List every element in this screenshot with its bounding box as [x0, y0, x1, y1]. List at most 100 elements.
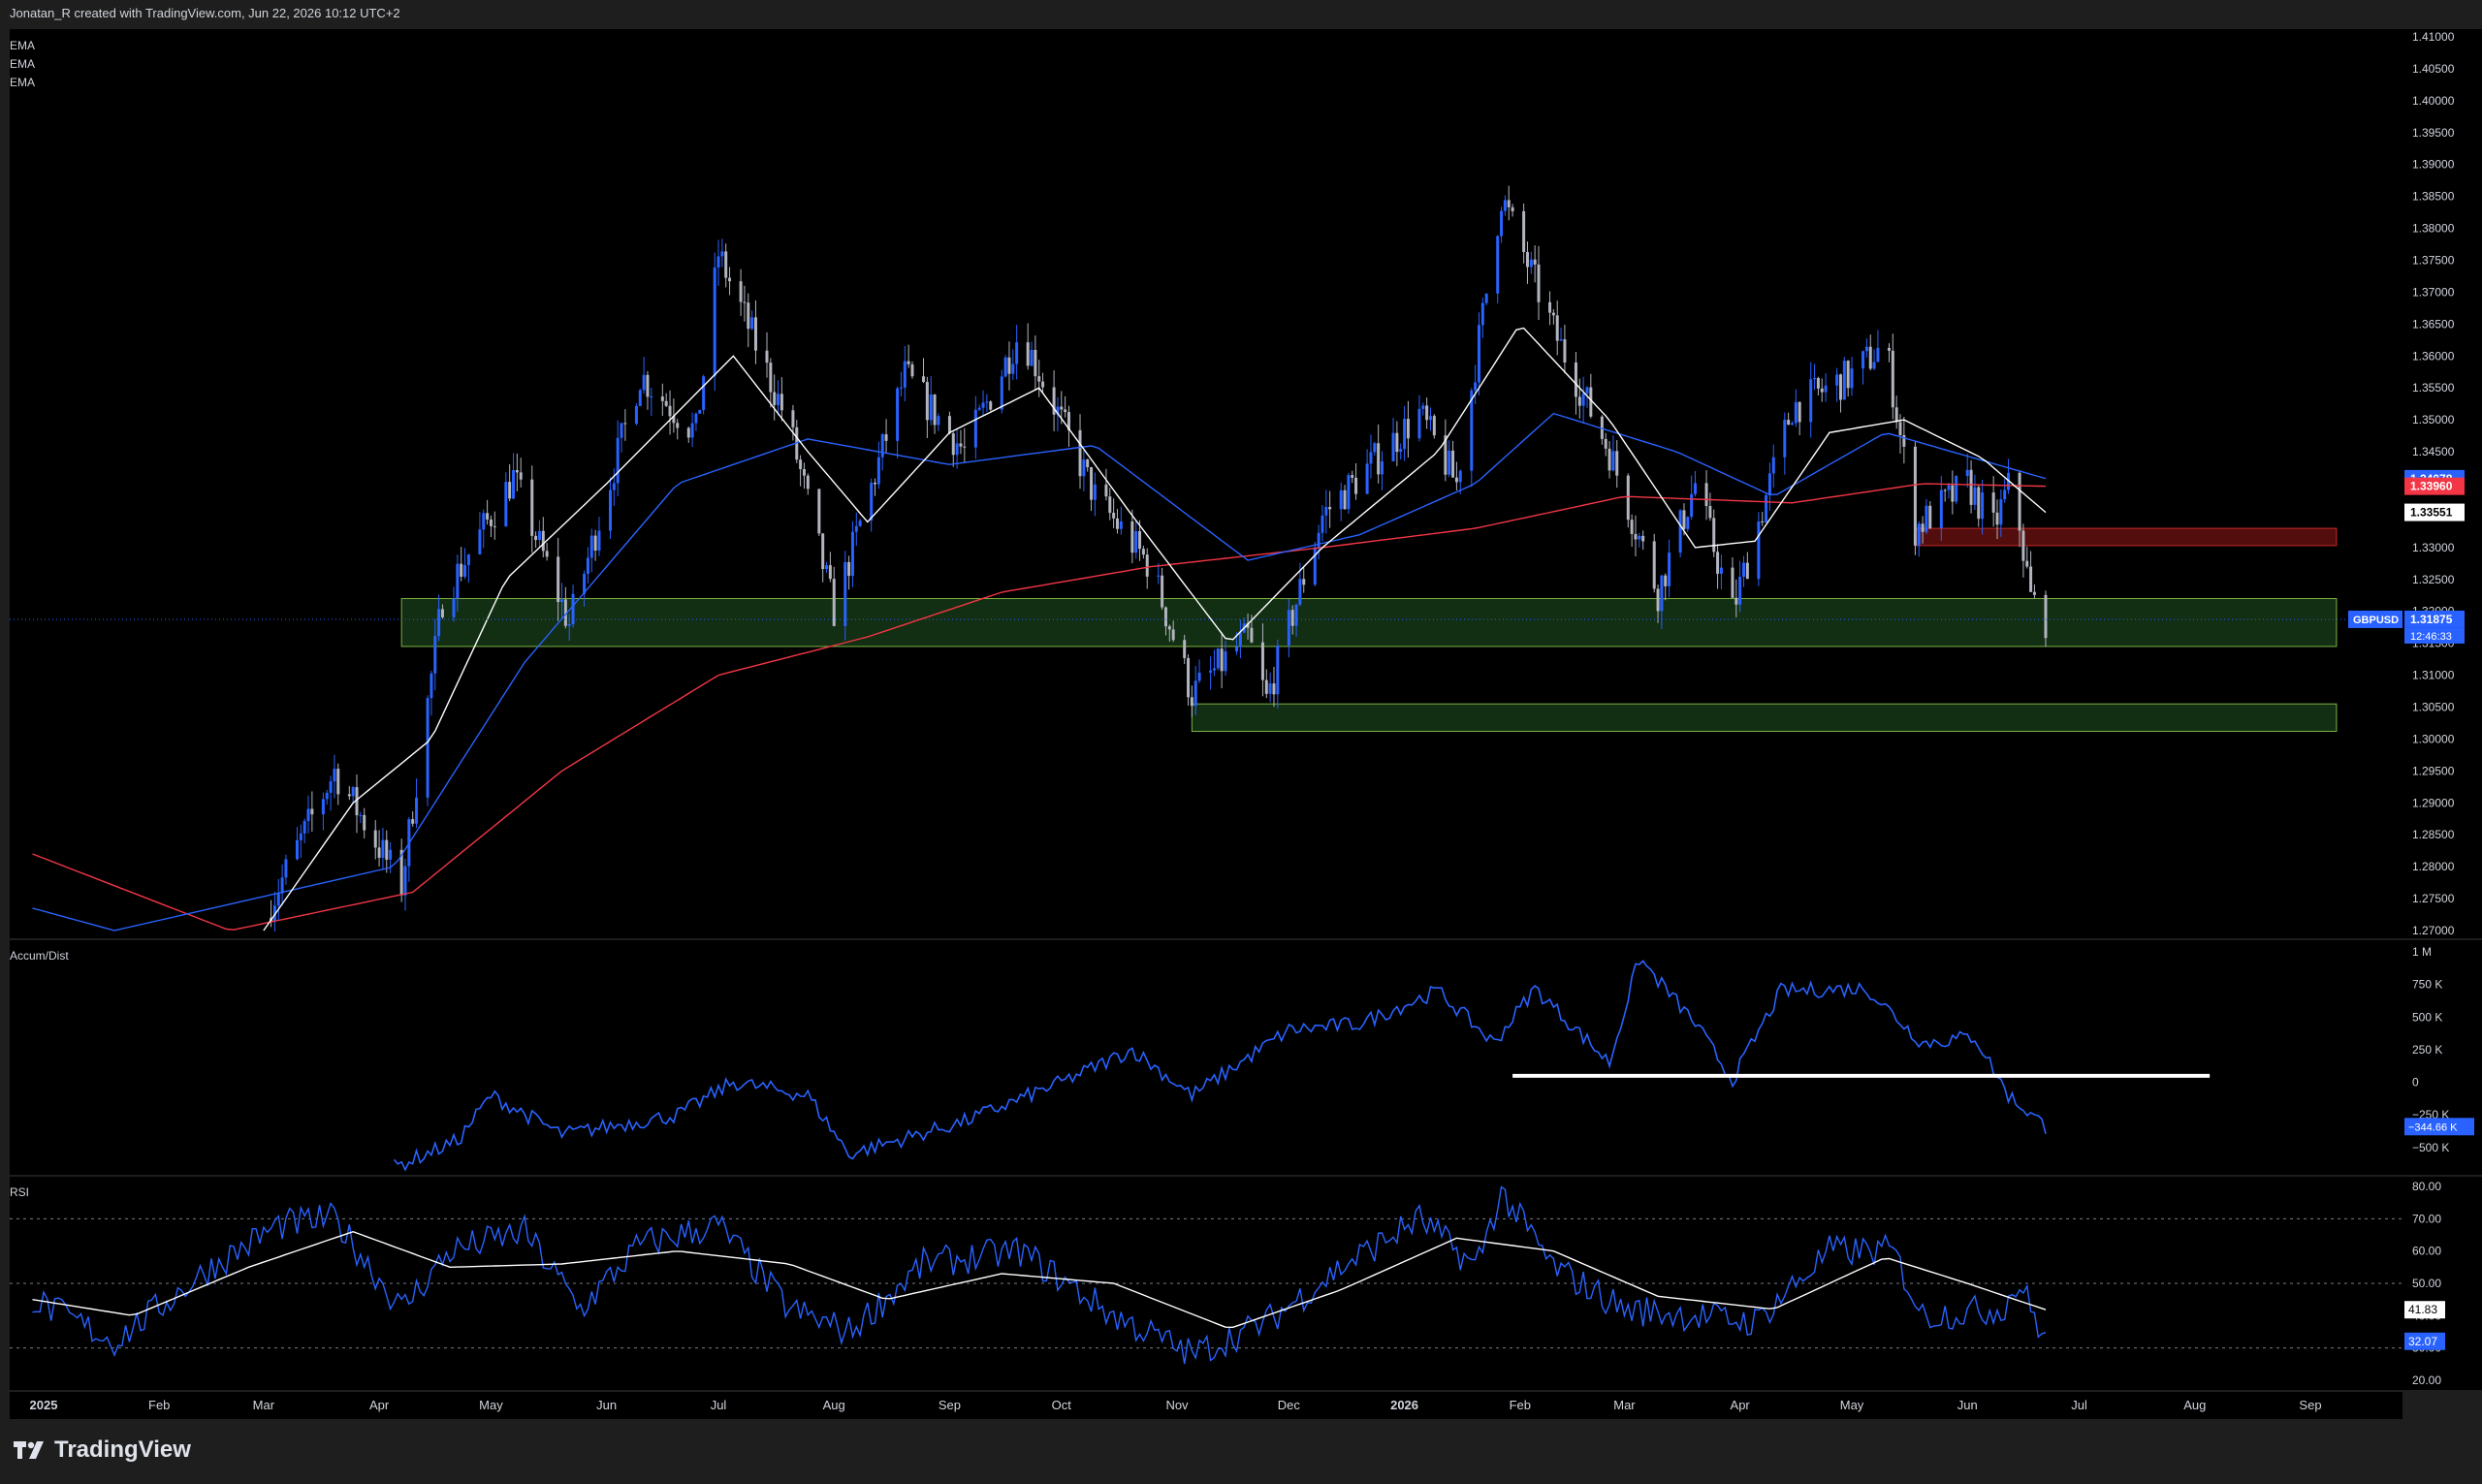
candle-body — [508, 482, 512, 499]
price-pane[interactable]: GBPUSD — [10, 29, 2402, 938]
accum-dist-chart[interactable] — [10, 940, 2402, 1175]
time-tick-label: 2025 — [30, 1398, 58, 1412]
time-tick-label: Feb — [148, 1398, 170, 1412]
candle-body — [1816, 378, 1820, 389]
candle-body — [1965, 469, 1969, 477]
candle-body — [806, 475, 810, 489]
rsi-tick-label: 20.00 — [2412, 1373, 2441, 1387]
rsi-axis-svg: 80.0070.0060.0050.0040.0030.0020.0041.83… — [2404, 1180, 2445, 1387]
rsi-tick-label: 50.00 — [2412, 1277, 2441, 1290]
candle-body — [1577, 396, 1581, 406]
candle-body — [981, 402, 985, 408]
candle-body — [1794, 401, 1798, 424]
candle-body — [310, 808, 314, 815]
candle-body — [743, 301, 747, 303]
ad-tick-label: 250 K — [2412, 1043, 2442, 1057]
zone-green-0 — [400, 598, 2338, 647]
candle-body — [1913, 446, 1917, 546]
candle-body — [750, 317, 754, 330]
candle-body — [1809, 379, 1813, 423]
candle-body — [620, 423, 623, 438]
candle-body — [426, 698, 430, 798]
candle-body — [1767, 473, 1771, 495]
candle-body — [646, 374, 650, 397]
candle-body — [1294, 604, 1298, 626]
ema-label-2[interactable]: EMA — [10, 57, 36, 71]
candle-body — [545, 551, 549, 557]
candle-body — [1365, 463, 1369, 494]
candle-body — [463, 565, 467, 577]
candle-body — [1522, 210, 1526, 253]
candle-body — [1928, 505, 1932, 528]
candle-body — [690, 423, 694, 438]
accum-dist-title[interactable]: Accum/Dist — [10, 949, 69, 963]
candle-body — [411, 819, 415, 824]
ema-label-3[interactable]: EMA — [10, 76, 36, 89]
candle-body — [1477, 325, 1480, 383]
price-tick-label: 1.34500 — [2412, 445, 2455, 458]
candle-body — [1600, 416, 1604, 439]
candle-body — [1235, 647, 1239, 651]
candle-body — [1925, 505, 1928, 532]
candle-body — [1995, 512, 1999, 525]
candle-body — [1377, 443, 1381, 475]
candle-body — [1272, 683, 1276, 695]
time-axis[interactable]: 2025 Feb Mar Apr May Jun Jul Aug Sep Oct Nov Dec 202… — [10, 1392, 2402, 1419]
candle-body — [1955, 476, 1958, 502]
candle-body — [1615, 451, 1619, 476]
candle-body — [1872, 362, 1876, 369]
candle-body — [1328, 507, 1332, 510]
candle-body — [433, 636, 437, 674]
time-tick-label: Aug — [2183, 1398, 2206, 1412]
time-tick-label: Sep — [2299, 1398, 2321, 1412]
candle-body — [537, 530, 541, 541]
candle-body — [415, 797, 419, 824]
candle-body — [1745, 562, 1749, 580]
time-tick-label: May — [1840, 1398, 1864, 1412]
candle-body — [2021, 530, 2025, 561]
candle-body — [724, 251, 728, 278]
ema-label-1[interactable]: EMA — [10, 39, 36, 52]
rsi-title[interactable]: RSI — [10, 1185, 30, 1199]
accum-dist-line — [393, 960, 2047, 1172]
time-tick-label: Apr — [1731, 1398, 1751, 1412]
candle-body — [2025, 560, 2029, 567]
candle-body — [1052, 387, 1056, 415]
candle-body — [1771, 457, 1775, 474]
rsi-pane[interactable] — [10, 1177, 2402, 1390]
candle-body — [1548, 301, 1552, 313]
candle-body — [1589, 387, 1593, 417]
price-chart[interactable]: GBPUSD — [10, 29, 2402, 938]
candle-body — [1694, 483, 1698, 494]
tradingview-brand[interactable]: TradingView — [14, 1437, 191, 1464]
candle-body — [896, 388, 900, 441]
candle-body — [1197, 672, 1201, 681]
accum-dist-axis[interactable]: 1 M 750 K 500 K 250 K 0 −250 K −500 K −344.66 K — [2402, 940, 2482, 1175]
candle-body — [336, 769, 340, 795]
candle-body — [2003, 489, 2007, 500]
candle-body — [1145, 554, 1149, 577]
candle-body — [466, 553, 470, 566]
candle-body — [1664, 575, 1668, 586]
accum-dist-pane[interactable] — [10, 940, 2402, 1175]
candle-body — [1417, 408, 1421, 439]
rsi-chart[interactable] — [10, 1177, 2402, 1390]
candle-body — [922, 376, 926, 383]
time-tick-label: Nov — [1165, 1398, 1189, 1412]
ad-tick-label: 500 K — [2412, 1010, 2442, 1024]
candle-body — [1119, 521, 1123, 529]
price-tick-label: 1.32500 — [2412, 573, 2455, 586]
time-tick-label: May — [479, 1398, 503, 1412]
candle-body — [306, 808, 310, 821]
candle-body — [1719, 567, 1723, 574]
ema-mid-line — [32, 412, 2047, 931]
candle-body — [1917, 523, 1921, 546]
zone-green-1 — [1191, 703, 2338, 733]
candle-body — [1034, 349, 1037, 377]
candle-body — [903, 361, 907, 388]
candle-body — [977, 407, 981, 410]
candle-body — [668, 405, 672, 417]
candle-body — [874, 482, 877, 485]
rsi-axis[interactable]: 80.0070.0060.0050.0040.0030.0020.0041.83… — [2402, 1177, 2482, 1390]
price-axis[interactable]: 1.41000 1.40500 1.40000 1.39500 1.39000 1.385… — [2402, 29, 2482, 938]
